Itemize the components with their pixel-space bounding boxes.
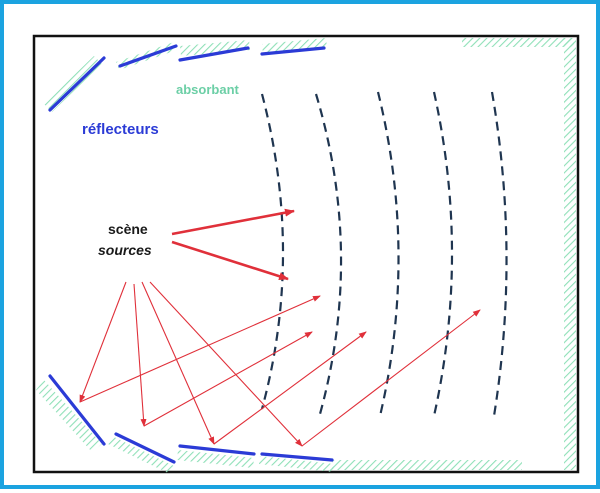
absorber-top-b [180,40,250,56]
reflector-bottom-a [114,432,176,464]
sources-label: sources [98,242,152,258]
reflector-corner-top-left [48,56,106,112]
reflector-corner-bottom-left [48,374,106,446]
reflector-bottom-b [178,444,256,456]
reflected-rays [79,281,481,447]
direct-arrow-lower [171,240,289,281]
wavefront-5 [490,91,508,417]
wavefront-1 [260,93,285,410]
ray-bottom-a-reflection [143,331,313,427]
room-acoustics-diagram: absorbant réflecteurs scène sources [32,34,580,474]
ray-bottom-c-reflection [301,309,481,447]
ray-left-panel-reflection [79,295,321,403]
scene-label: scène [108,221,148,237]
ray-source-to-bottom-a [133,283,147,427]
wavefront-3 [376,91,400,417]
reflector-top-b [178,46,250,62]
ray-bottom-b-reflection [213,331,367,445]
reflector-top-c [260,46,326,56]
absorber-right-wall [564,38,576,470]
reflecteurs-label: réflecteurs [82,121,159,138]
absorber-bottom-c [259,456,334,472]
reflector-layer [48,44,334,464]
ray-source-to-bottom-c [149,281,303,447]
absorbant-label: absorbant [176,82,240,97]
absorber-corner-bottom-left [36,380,102,452]
direct-arrows [171,208,295,281]
wavefront-layer [260,91,508,417]
reflector-bottom-c [260,452,334,462]
absorber-top-right [462,38,574,47]
direct-arrow-upper [171,208,295,236]
absorber-bottom-right [332,460,522,470]
reflector-top-a [118,44,178,68]
absorber-bottom-a [108,436,174,474]
absorber-corner-top-left [44,56,102,112]
absorber-bottom-b [177,450,254,468]
room-outline [32,34,580,474]
ray-source-to-bottom-b [141,281,215,445]
ray-source-to-left-panel [79,281,127,403]
wavefront-4 [432,91,454,417]
absorber-top-c [262,38,327,54]
